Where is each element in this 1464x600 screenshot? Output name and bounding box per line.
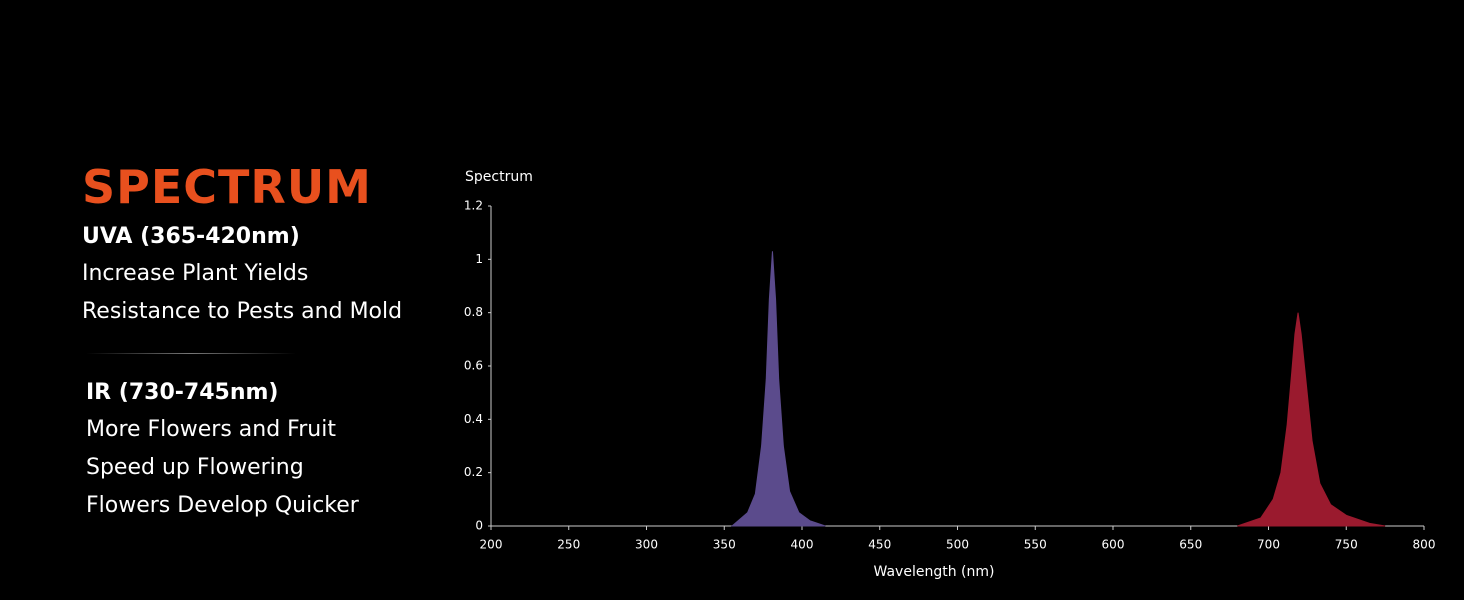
spectrum-area	[730, 251, 826, 527]
x-tick-label: 250	[557, 538, 580, 552]
x-tick-label: 550	[1024, 538, 1047, 552]
y-tick-label: 0.4	[464, 412, 483, 426]
x-tick-label: 800	[1413, 538, 1436, 552]
feature: Flowers Develop Quicker	[86, 493, 359, 518]
feature: Resistance to Pests and Mold	[82, 299, 403, 324]
x-tick-label: 200	[480, 538, 503, 552]
y-axis-label: Spectrum	[465, 169, 533, 185]
text-panel: SPECTRUM UVA (365-420nm) Increase Plant …	[82, 160, 462, 525]
x-tick-label: 700	[1257, 538, 1280, 552]
y-tick-label: 0	[475, 519, 483, 533]
separator	[86, 353, 296, 354]
y-tick-label: 1	[475, 252, 483, 266]
y-tick-label: 0.8	[464, 305, 483, 319]
spectrum-area	[1237, 312, 1386, 527]
x-tick-label: 500	[946, 538, 969, 552]
y-tick-label: 0.2	[464, 465, 483, 479]
y-tick-label: 1.2	[464, 199, 483, 213]
feature: More Flowers and Fruit	[86, 417, 336, 442]
section: UVA (365-420nm) Increase Plant Yields Re…	[82, 224, 462, 331]
y-tick-label: 0.6	[464, 359, 483, 373]
section-title: IR (730-745nm)	[86, 380, 279, 405]
section-title: UVA (365-420nm)	[82, 224, 300, 249]
x-tick-label: 350	[713, 538, 736, 552]
x-tick-label: 600	[1102, 538, 1125, 552]
x-tick-label: 400	[791, 538, 814, 552]
x-tick-label: 650	[1179, 538, 1202, 552]
feature: Speed up Flowering	[86, 455, 304, 480]
feature: Increase Plant Yields	[82, 261, 309, 286]
x-tick-label: 750	[1335, 538, 1358, 552]
section: IR (730-745nm) More Flowers and Fruit Sp…	[86, 380, 462, 525]
heading: SPECTRUM	[82, 160, 372, 214]
x-axis-label: Wavelength (nm)	[874, 564, 995, 580]
x-tick-label: 450	[868, 538, 891, 552]
x-tick-label: 300	[635, 538, 658, 552]
